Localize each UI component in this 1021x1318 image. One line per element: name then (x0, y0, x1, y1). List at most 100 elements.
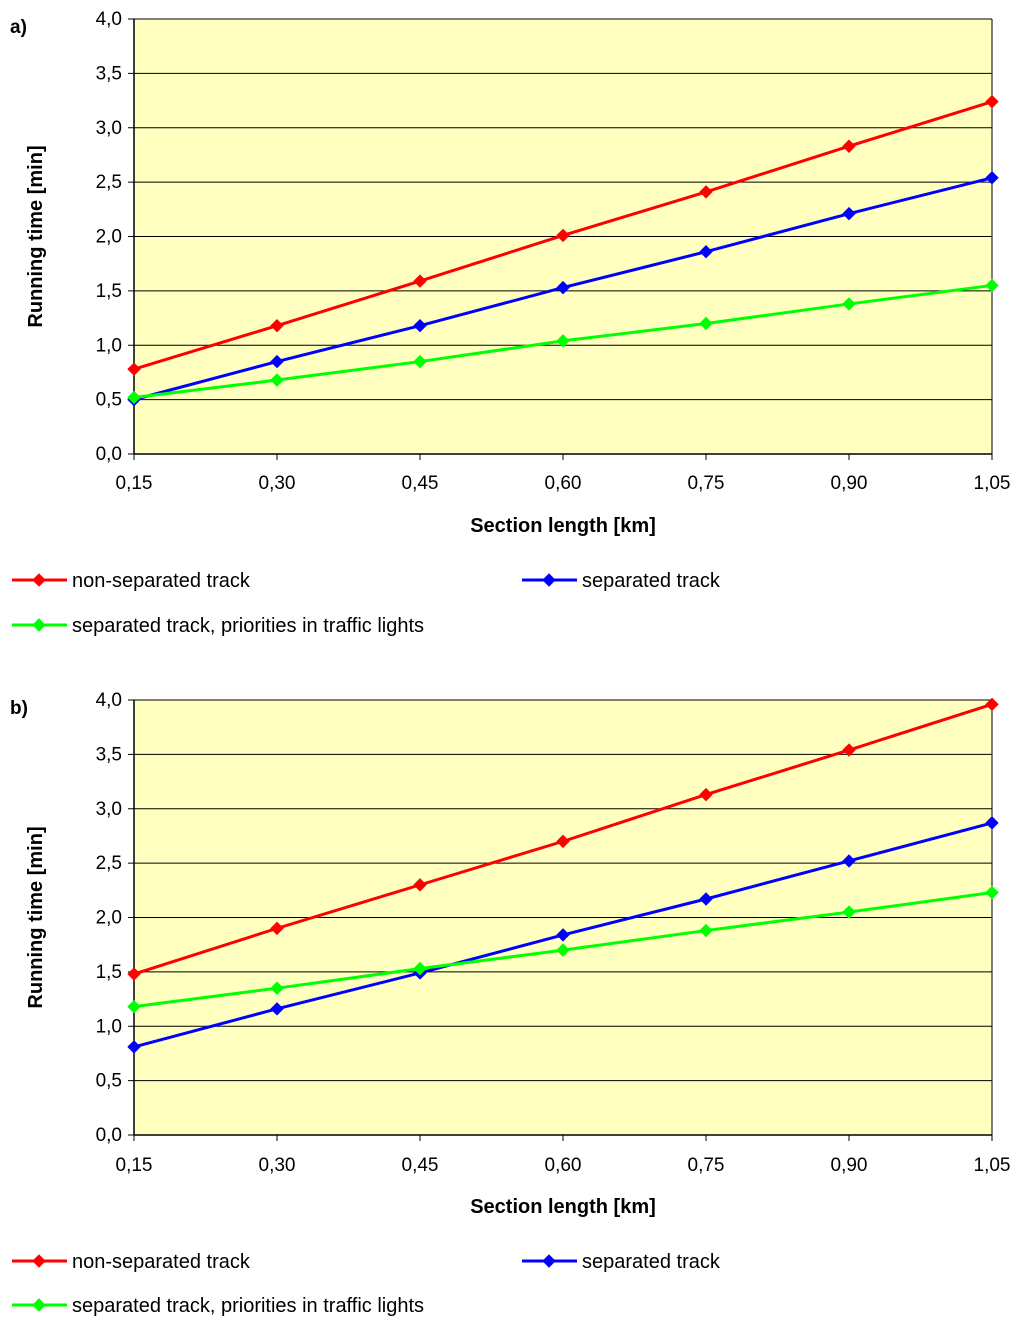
data-point (270, 1002, 284, 1016)
data-point (556, 334, 570, 348)
data-point (699, 185, 713, 199)
data-point (985, 885, 999, 900)
legend-label: non-separated track (72, 1251, 251, 1273)
legend-swatch-marker (32, 573, 46, 587)
y-tick-label: 2,0 (96, 908, 122, 929)
series-1 (127, 94, 999, 376)
x-tick-label: 0,15 (116, 1155, 153, 1176)
y-axis-title: Running time [min] (25, 826, 47, 1008)
panel-label: a) (10, 17, 27, 38)
y-tick-label: 1,5 (96, 281, 122, 302)
data-point (842, 854, 856, 868)
y-tick-label: 2,5 (96, 853, 122, 874)
data-point (842, 206, 856, 221)
legend-item: separated track, priorities in traffic l… (12, 1295, 424, 1317)
data-point (413, 878, 427, 892)
x-tick-label: 0,15 (116, 473, 153, 494)
x-tick-label: 0,90 (831, 1155, 868, 1176)
y-tick-label: 0,0 (96, 444, 122, 465)
data-point (556, 280, 570, 295)
legend-label: separated track (582, 570, 721, 592)
x-tick-label: 0,90 (831, 473, 868, 494)
y-tick-label: 4,0 (96, 9, 122, 30)
data-point (127, 362, 141, 376)
legend-item: separated track, priorities in traffic l… (12, 615, 424, 637)
y-tick-label: 2,5 (96, 172, 122, 193)
legend-label: separated track (582, 1251, 721, 1273)
y-tick-label: 3,0 (96, 118, 122, 139)
data-point (413, 274, 427, 288)
panel-label: b) (10, 698, 28, 719)
data-point (270, 354, 284, 369)
series-3 (127, 885, 999, 1014)
legend-item: separated track (522, 570, 721, 592)
series-3 (127, 278, 999, 405)
y-tick-label: 2,0 (96, 227, 122, 248)
series-2 (127, 816, 999, 1054)
y-tick-label: 3,5 (96, 744, 122, 765)
data-point (270, 373, 284, 387)
data-point (127, 1040, 141, 1054)
legend-swatch-marker (32, 1298, 46, 1312)
y-tick-label: 0,5 (96, 390, 122, 411)
legend-swatch-marker (542, 573, 556, 587)
data-point (270, 318, 284, 333)
data-point (699, 316, 713, 331)
chart-panel-a: 0,0 0,5 1,0 1,5 2,0 2,5 3,0 3,5 4,0 0,15 0,30 0,45 0… (10, 9, 1010, 637)
data-point (699, 245, 713, 259)
x-tick-label: 0,45 (402, 473, 439, 494)
legend-item: non-separated track (12, 570, 251, 592)
data-point (270, 921, 284, 936)
data-point (270, 981, 284, 995)
legend-swatch-marker (32, 1254, 46, 1268)
series-1 (127, 697, 999, 981)
legend-swatch-marker (32, 618, 46, 632)
legend-item: separated track (522, 1251, 721, 1273)
x-tick-label: 0,75 (688, 473, 725, 494)
data-point (985, 816, 999, 830)
data-point (413, 961, 427, 976)
x-tick-label: 1,05 (974, 1155, 1011, 1176)
y-tick-label: 0,0 (96, 1125, 122, 1146)
data-point (985, 94, 999, 109)
legend-label: non-separated track (72, 570, 251, 592)
data-point (842, 139, 856, 153)
data-point (556, 928, 570, 942)
data-point (556, 943, 570, 957)
data-point (985, 278, 999, 293)
legend-label: separated track, priorities in traffic l… (72, 1295, 424, 1317)
y-tick-label: 1,5 (96, 962, 122, 983)
y-tick-label: 0,5 (96, 1071, 122, 1092)
legend-label: separated track, priorities in traffic l… (72, 615, 424, 637)
x-tick-label: 0,30 (259, 473, 296, 494)
y-axis-title: Running time [min] (25, 145, 47, 327)
y-tick-label: 1,0 (96, 1016, 122, 1037)
data-point (842, 297, 856, 311)
data-point (699, 787, 713, 802)
y-tick-label: 4,0 (96, 690, 122, 711)
x-tick-label: 1,05 (974, 473, 1011, 494)
x-tick-label: 0,45 (402, 1155, 439, 1176)
x-axis-title: Section length [km] (470, 515, 656, 537)
data-point (985, 697, 999, 712)
x-tick-label: 0,30 (259, 1155, 296, 1176)
data-point (699, 892, 713, 906)
data-point (127, 390, 141, 405)
y-tick-label: 3,0 (96, 799, 122, 820)
x-tick-label: 0,75 (688, 1155, 725, 1176)
data-point (842, 905, 856, 919)
series-2 (127, 171, 999, 407)
data-point (556, 228, 570, 243)
legend-swatch-marker (542, 1254, 556, 1268)
legend-item: non-separated track (12, 1251, 251, 1273)
data-point (413, 318, 427, 333)
x-tick-label: 0,60 (545, 1155, 582, 1176)
y-tick-label: 1,0 (96, 335, 122, 356)
y-tick-label: 3,5 (96, 63, 122, 84)
data-point (127, 999, 141, 1014)
data-point (699, 923, 713, 938)
x-axis-title: Section length [km] (470, 1196, 656, 1218)
chart-panel-b: 0,0 0,5 1,0 1,5 2,0 2,5 3,0 3,5 4,0 0,15 0,30 0,45 0… (10, 690, 1010, 1317)
x-tick-label: 0,60 (545, 473, 582, 494)
